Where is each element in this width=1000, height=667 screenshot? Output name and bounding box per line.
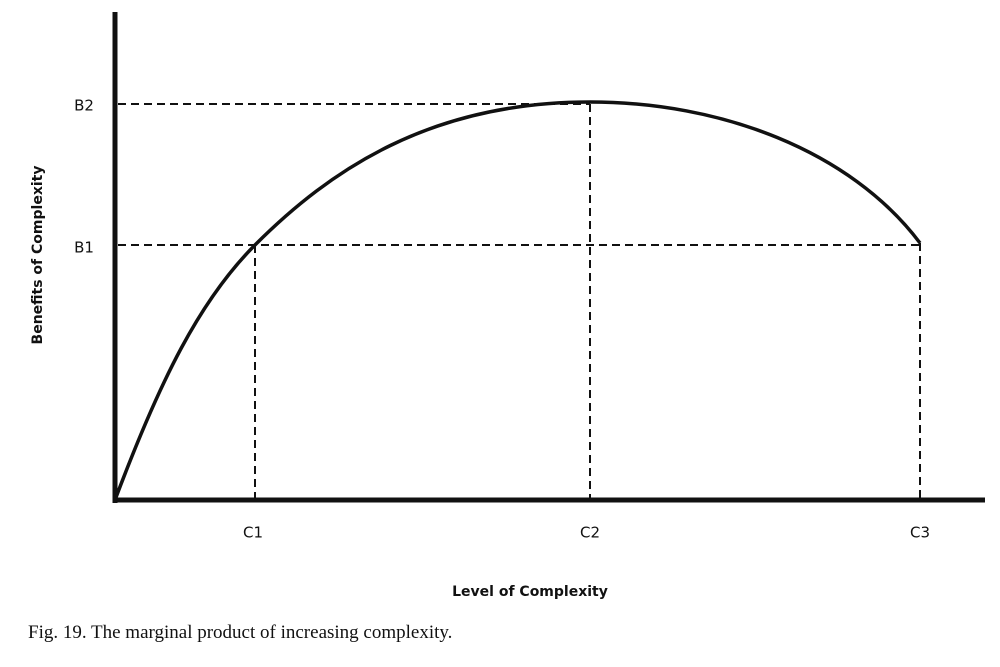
benefit-curve <box>113 100 922 501</box>
x-tick-label: C1 <box>243 524 263 542</box>
caption: Fig. 19. The marginal product of increas… <box>28 622 452 643</box>
y-tick-label: B1 <box>74 239 94 257</box>
y-tick-label: B2 <box>74 97 94 115</box>
x-tick-label: C3 <box>910 524 930 542</box>
x-axis-label: Level of Complexity <box>452 584 608 600</box>
y-axis-label: Benefits of Complexity <box>30 166 46 345</box>
x-tick-label: C2 <box>580 524 600 542</box>
